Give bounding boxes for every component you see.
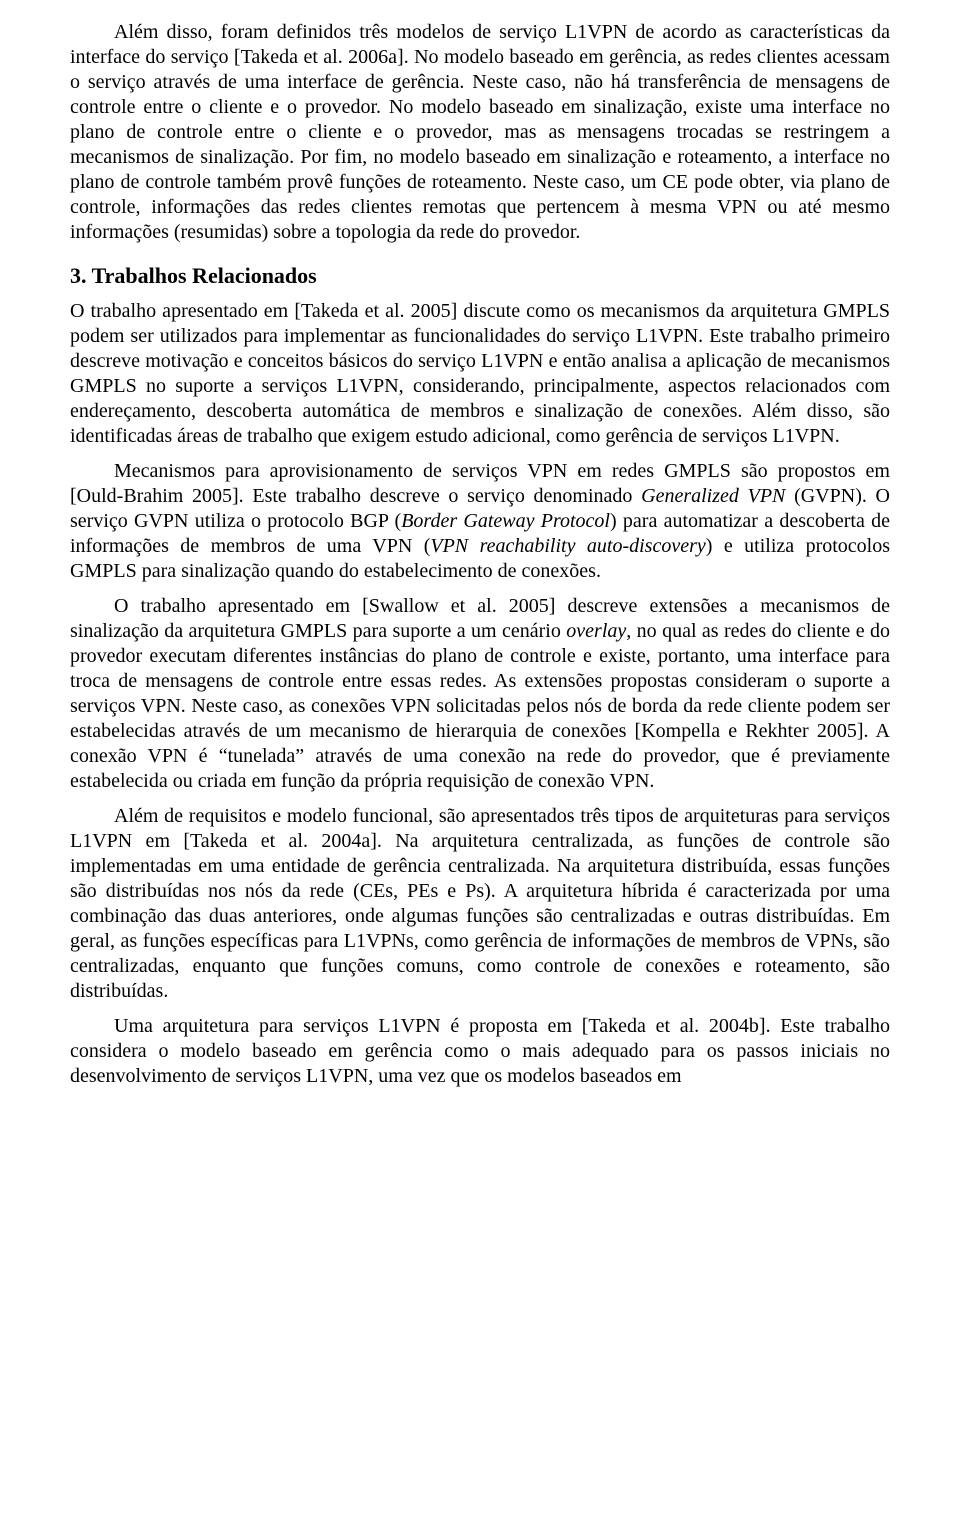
page-container: Além disso, foram definidos três modelos… bbox=[0, 0, 960, 1129]
section-heading-related-work: 3. Trabalhos Relacionados bbox=[70, 263, 890, 289]
italic-term-reachability: VPN reachability auto-discovery bbox=[430, 535, 705, 557]
paragraph-intro-models: Além disso, foram definidos três modelos… bbox=[70, 20, 890, 245]
paragraph-ould-brahim: Mecanismos para aprovisionamento de serv… bbox=[70, 459, 890, 584]
paragraph-takeda2004b: Uma arquitetura para serviços L1VPN é pr… bbox=[70, 1014, 890, 1089]
text-run: , no qual as redes do cliente e do prove… bbox=[70, 620, 890, 792]
paragraph-swallow: O trabalho apresentado em [Swallow et al… bbox=[70, 594, 890, 794]
italic-term-gvpn: Generalized VPN bbox=[641, 485, 785, 507]
paragraph-takeda2005: O trabalho apresentado em [Takeda et al.… bbox=[70, 299, 890, 449]
paragraph-architectures: Além de requisitos e modelo funcional, s… bbox=[70, 804, 890, 1004]
italic-term-bgp: Border Gateway Protocol bbox=[401, 510, 610, 532]
italic-term-overlay: overlay bbox=[566, 620, 626, 642]
